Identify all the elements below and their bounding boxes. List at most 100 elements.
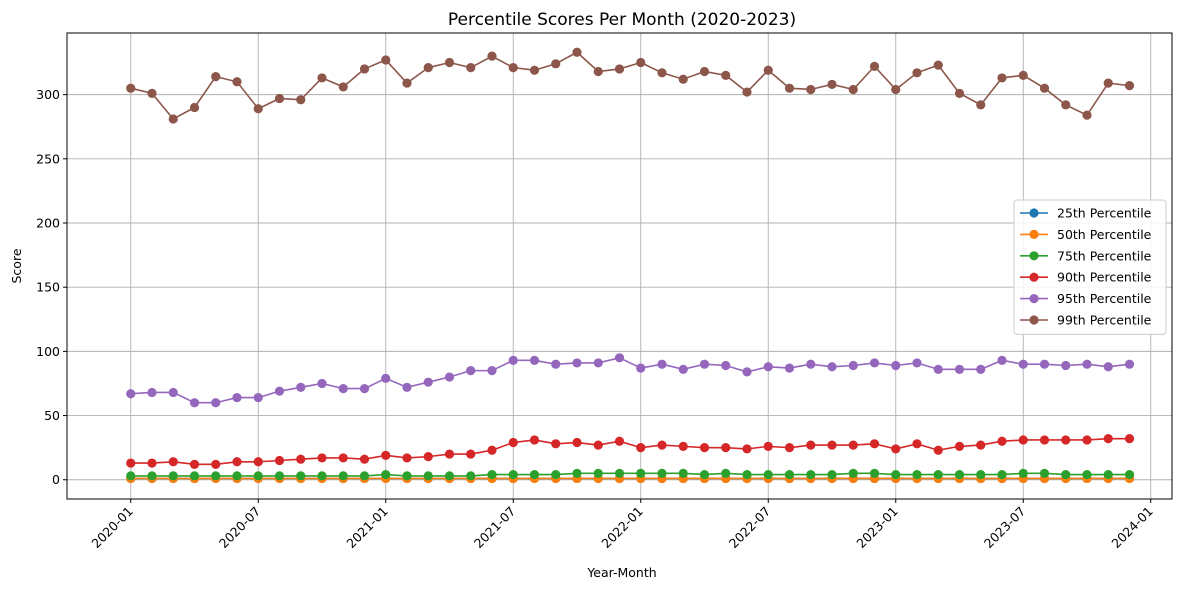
data-point	[1103, 470, 1113, 480]
data-point	[551, 470, 561, 480]
data-point	[126, 83, 136, 93]
data-point	[784, 83, 795, 93]
data-point	[954, 364, 965, 374]
data-point	[912, 358, 922, 368]
data-point	[721, 360, 731, 371]
y-axis-label: Score	[9, 248, 24, 283]
y-tick-label: 250	[36, 151, 60, 166]
data-point	[1018, 468, 1028, 478]
data-point	[848, 360, 858, 371]
data-point	[1061, 360, 1071, 371]
legend-item: 99th Percentile	[1020, 313, 1152, 328]
data-point	[614, 353, 625, 363]
data-point	[487, 470, 497, 480]
data-point	[487, 366, 497, 376]
data-point	[359, 64, 370, 74]
data-point	[211, 471, 221, 481]
data-point	[189, 398, 200, 408]
legend-swatch-marker	[1029, 272, 1039, 282]
data-point	[784, 470, 795, 480]
data-point	[338, 82, 348, 92]
data-point	[529, 65, 540, 75]
data-point	[763, 65, 773, 75]
data-point	[1124, 359, 1135, 369]
data-point	[912, 439, 922, 449]
data-point	[572, 358, 582, 368]
data-point	[827, 362, 837, 372]
data-point	[976, 440, 986, 450]
data-point	[274, 93, 285, 104]
data-point	[508, 63, 518, 73]
data-point	[912, 68, 922, 78]
data-point	[168, 457, 178, 467]
data-point	[381, 373, 391, 383]
data-point	[699, 443, 710, 453]
data-point	[1061, 100, 1071, 110]
data-point	[827, 470, 837, 480]
legend-label: 90th Percentile	[1057, 270, 1152, 285]
data-point	[699, 470, 710, 480]
legend-swatch-marker	[1029, 315, 1039, 325]
data-point	[296, 95, 306, 105]
data-point	[997, 73, 1007, 83]
data-point	[636, 443, 646, 453]
data-point	[189, 471, 200, 481]
data-point	[1039, 359, 1050, 369]
data-point	[976, 100, 986, 110]
data-point	[827, 79, 837, 89]
legend-label: 99th Percentile	[1057, 313, 1152, 328]
data-point	[678, 74, 688, 84]
data-point	[572, 468, 582, 478]
data-point	[423, 471, 433, 481]
data-point	[1018, 70, 1028, 80]
legend-item: 50th Percentile	[1020, 227, 1152, 242]
legend-swatch-marker	[1029, 294, 1039, 304]
data-point	[508, 355, 518, 365]
data-point	[274, 455, 285, 466]
legend-item: 25th Percentile	[1020, 206, 1152, 221]
data-point	[848, 440, 858, 450]
data-point	[1061, 435, 1071, 445]
data-point	[657, 359, 667, 369]
y-axis-ticks: 0 50 100 150 200 250 300	[36, 87, 67, 487]
data-point	[317, 378, 327, 389]
data-point	[1018, 435, 1028, 445]
data-point	[359, 384, 370, 394]
data-point	[954, 88, 965, 98]
data-point	[657, 440, 667, 450]
data-point	[1061, 470, 1071, 480]
data-point	[444, 449, 455, 459]
data-point	[784, 363, 795, 373]
data-point	[933, 445, 943, 455]
data-point	[933, 60, 943, 70]
data-point	[1082, 470, 1092, 480]
data-point	[869, 61, 880, 71]
data-point	[1124, 470, 1135, 480]
data-point	[636, 363, 646, 373]
data-point	[678, 364, 688, 374]
data-point	[529, 355, 540, 365]
data-point	[317, 73, 327, 83]
data-point	[763, 470, 773, 480]
data-point	[274, 386, 285, 396]
legend-label: 25th Percentile	[1057, 206, 1152, 221]
data-point	[487, 445, 497, 455]
data-point	[742, 470, 752, 480]
data-point	[593, 440, 603, 450]
data-point	[189, 102, 200, 113]
data-point	[891, 470, 901, 480]
data-point	[529, 470, 540, 480]
data-point	[466, 449, 476, 459]
series-90th-percentile	[126, 434, 1135, 469]
data-point	[699, 66, 710, 77]
data-point	[147, 88, 157, 98]
data-point	[848, 84, 858, 95]
data-point	[657, 68, 667, 78]
data-point	[168, 387, 178, 398]
y-tick-label: 200	[36, 215, 60, 230]
data-point	[763, 362, 773, 372]
data-point	[551, 439, 561, 449]
series-75th-percentile	[126, 468, 1135, 481]
data-point	[232, 392, 242, 403]
data-point	[721, 468, 731, 478]
